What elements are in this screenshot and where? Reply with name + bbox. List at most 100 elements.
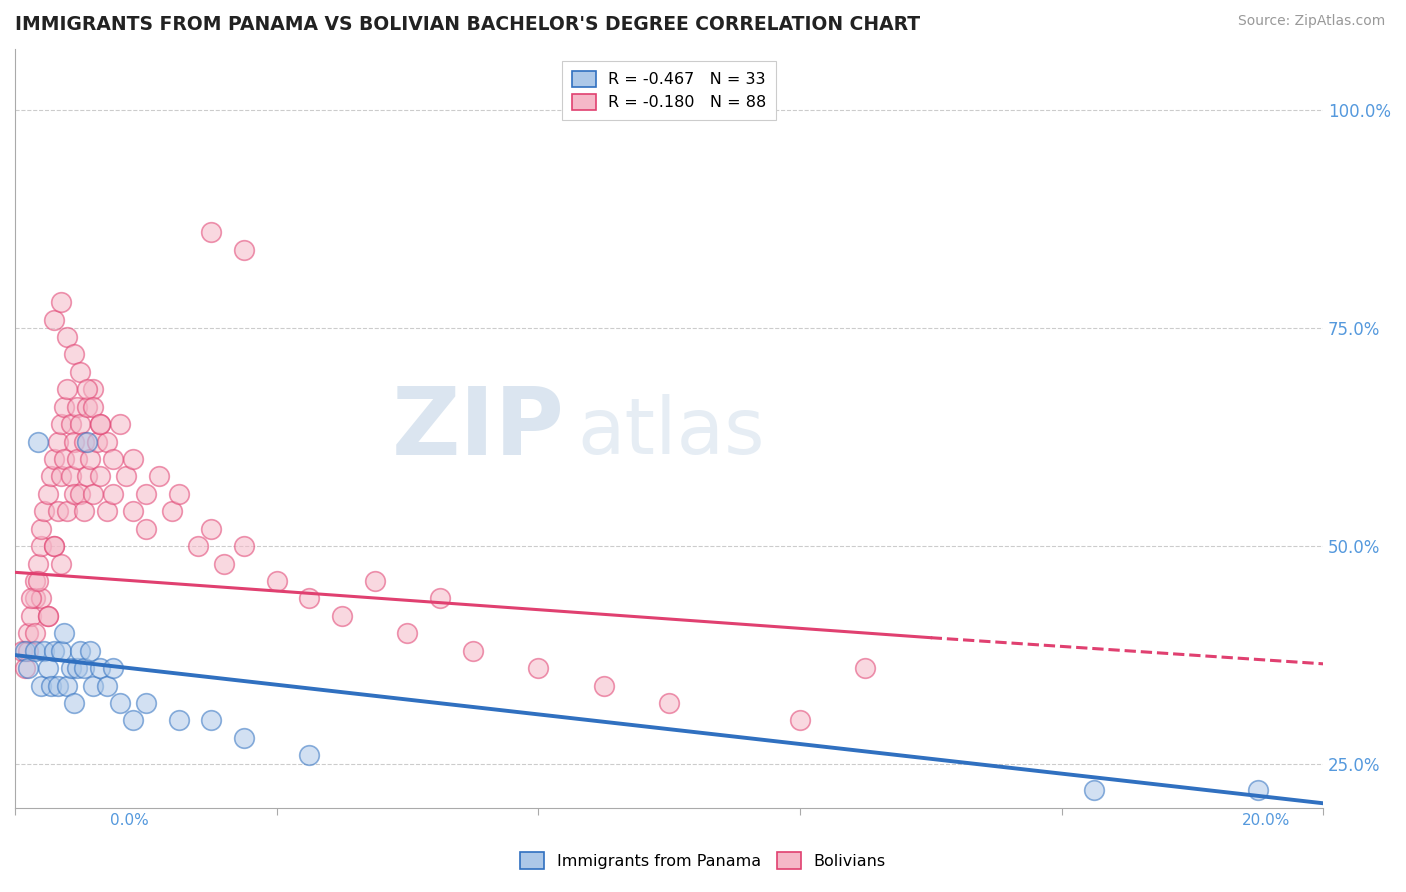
Point [69, 487, 91, 501]
Point [101, 661, 124, 675]
Point [167, 487, 190, 501]
Point [167, 714, 190, 728]
Point [330, 608, 353, 623]
Point [82, 400, 104, 414]
Point [66, 400, 89, 414]
Point [44, 539, 66, 553]
Legend: Immigrants from Panama, Bolivians: Immigrants from Panama, Bolivians [513, 846, 893, 875]
Point [101, 452, 124, 467]
Point [10, 644, 32, 658]
Point [592, 679, 614, 693]
Text: IMMIGRANTS FROM PANAMA VS BOLIVIAN BACHELOR'S DEGREE CORRELATION CHART: IMMIGRANTS FROM PANAMA VS BOLIVIAN BACHE… [15, 15, 920, 34]
Point [49, 295, 72, 310]
Point [17, 661, 39, 675]
Point [46, 504, 69, 518]
Point [232, 731, 254, 745]
Point [789, 714, 811, 728]
Point [148, 469, 170, 483]
Point [73, 434, 96, 449]
Text: Source: ZipAtlas.com: Source: ZipAtlas.com [1237, 14, 1385, 28]
Point [200, 714, 222, 728]
Point [56, 330, 79, 344]
Point [59, 469, 82, 483]
Point [1083, 783, 1105, 797]
Point [24, 574, 46, 588]
Point [96, 504, 118, 518]
Point [108, 696, 131, 710]
Point [24, 644, 46, 658]
Point [20, 591, 42, 606]
Point [39, 469, 62, 483]
Point [69, 365, 91, 379]
Point [30, 522, 52, 536]
Point [429, 591, 451, 606]
Point [86, 434, 108, 449]
Point [30, 539, 52, 553]
Point [44, 452, 66, 467]
Point [101, 487, 124, 501]
Point [266, 574, 288, 588]
Point [121, 714, 143, 728]
Point [232, 243, 254, 257]
Point [658, 696, 681, 710]
Point [73, 504, 96, 518]
Point [232, 539, 254, 553]
Point [53, 452, 76, 467]
Point [59, 417, 82, 432]
Point [66, 452, 89, 467]
Point [24, 591, 46, 606]
Point [82, 487, 104, 501]
Point [200, 522, 222, 536]
Point [214, 557, 236, 571]
Point [27, 574, 49, 588]
Point [853, 661, 876, 675]
Point [82, 382, 104, 396]
Point [108, 417, 131, 432]
Point [37, 608, 59, 623]
Point [14, 644, 37, 658]
Point [89, 469, 111, 483]
Point [76, 469, 98, 483]
Point [121, 452, 143, 467]
Point [96, 679, 118, 693]
Point [76, 382, 98, 396]
Point [298, 748, 321, 763]
Point [49, 417, 72, 432]
Point [27, 434, 49, 449]
Point [63, 434, 86, 449]
Point [34, 644, 56, 658]
Point [82, 679, 104, 693]
Point [56, 382, 79, 396]
Text: atlas: atlas [578, 394, 765, 470]
Point [27, 557, 49, 571]
Point [79, 644, 101, 658]
Point [63, 347, 86, 361]
Point [17, 626, 39, 640]
Point [364, 574, 387, 588]
Point [59, 661, 82, 675]
Point [44, 644, 66, 658]
Point [63, 487, 86, 501]
Point [37, 487, 59, 501]
Point [30, 591, 52, 606]
Point [89, 417, 111, 432]
Point [24, 626, 46, 640]
Point [89, 661, 111, 675]
Point [39, 679, 62, 693]
Point [66, 661, 89, 675]
Point [187, 539, 209, 553]
Point [73, 661, 96, 675]
Point [79, 452, 101, 467]
Point [527, 661, 550, 675]
Point [69, 417, 91, 432]
Point [69, 644, 91, 658]
Text: ZIP: ZIP [391, 383, 564, 475]
Point [56, 679, 79, 693]
Point [115, 469, 138, 483]
Point [20, 608, 42, 623]
Point [46, 679, 69, 693]
Point [49, 469, 72, 483]
Point [63, 696, 86, 710]
Point [121, 504, 143, 518]
Point [56, 504, 79, 518]
